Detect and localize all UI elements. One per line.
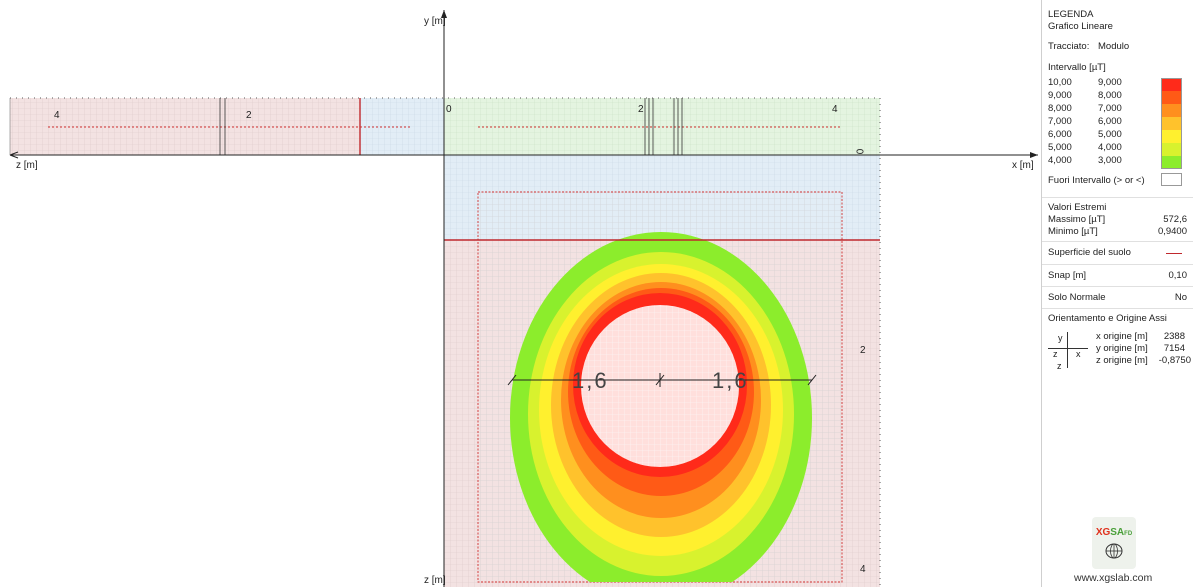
legend-subtitle: Grafico Lineare — [1048, 21, 1113, 32]
tick-label: 4 — [832, 104, 838, 115]
y-axis-arrow — [441, 10, 447, 18]
interval-hi: 6,000 — [1048, 129, 1072, 140]
interval-lo: 5,000 — [1098, 129, 1122, 140]
y-axis-label: y [m] — [424, 16, 446, 27]
z-origin-value: -0,8750 — [1158, 355, 1191, 366]
legend-panel: LEGENDA Grafico Lineare Tracciato: Modul… — [1041, 0, 1193, 587]
snap-label: Snap [m] — [1048, 270, 1087, 281]
zone-green-topright — [444, 98, 880, 155]
interval-swatch — [1161, 143, 1182, 156]
max-label: Massimo [µT] — [1048, 214, 1106, 225]
y-origin-value: 7154 — [1163, 343, 1185, 354]
snap-value: 0,10 — [1168, 270, 1188, 281]
interval-lo: 3,000 — [1098, 155, 1122, 166]
interval-swatch — [1161, 78, 1182, 91]
zone-blue-topleft — [360, 98, 444, 155]
tick-label: 4 — [860, 564, 866, 575]
max-value: 572,6 — [1163, 214, 1187, 225]
interval-hi: 9,000 — [1048, 90, 1072, 101]
interval-lo: 4,000 — [1098, 142, 1122, 153]
left-arrow — [9, 151, 19, 156]
tick-label: 0 — [855, 148, 867, 155]
interval-label: Intervallo [µT] — [1048, 62, 1106, 73]
interval-swatch — [1161, 117, 1182, 130]
interval-hi: 10,00 — [1048, 77, 1072, 88]
zone-pink-topleft — [10, 98, 360, 155]
interval-swatch — [1161, 130, 1182, 143]
interval-swatch — [1161, 91, 1182, 104]
globe-icon — [1105, 543, 1123, 559]
trace-label: Tracciato: — [1048, 41, 1090, 52]
interval-hi: 7,000 — [1048, 116, 1072, 127]
interval-lo: 7,000 — [1098, 103, 1122, 114]
interval-lo: 8,000 — [1098, 90, 1122, 101]
tick-label: 2 — [860, 345, 866, 356]
field-rings — [510, 232, 812, 582]
ground-label: Superficie del suolo — [1048, 247, 1131, 258]
website-link[interactable]: www.xgslab.com — [1074, 572, 1153, 584]
dimension-label-left: 1,6 — [572, 368, 609, 393]
orient-title: Orientamento e Origine Assi — [1048, 313, 1167, 324]
out-of-range-swatch — [1161, 173, 1182, 186]
z-axis-label-bottom: z [m] — [424, 575, 446, 586]
extremes-title: Valori Estremi — [1048, 202, 1107, 213]
x-origin-value: 2388 — [1163, 331, 1185, 342]
ground-swatch — [1166, 253, 1182, 254]
tick-label: 0 — [446, 104, 452, 115]
y-origin-label: y origine [m] — [1096, 343, 1148, 354]
min-value: 0,9400 — [1157, 226, 1187, 237]
interval-hi: 8,000 — [1048, 103, 1072, 114]
dimension-line — [507, 373, 817, 387]
out-of-range-label: Fuori Intervallo (> or <) — [1048, 175, 1145, 186]
x-axis-arrow — [1030, 152, 1038, 158]
x-axis-label: x [m] — [1012, 160, 1034, 171]
interval-swatch — [1161, 156, 1182, 169]
interval-hi: 5,000 — [1048, 142, 1072, 153]
normal-label: Solo Normale — [1048, 292, 1106, 303]
interval-lo: 6,000 — [1098, 116, 1122, 127]
xgslab-logo[interactable]: XGSAFD — [1092, 517, 1136, 569]
interval-swatch — [1161, 104, 1182, 117]
left-arrow — [9, 154, 19, 159]
mini-axes-icon: y z x z — [1046, 328, 1092, 371]
tick-label: 2 — [246, 110, 252, 121]
plot-canvas[interactable] — [0, 0, 1040, 587]
min-label: Minimo [µT] — [1048, 226, 1098, 237]
x-origin-label: x origine [m] — [1096, 331, 1148, 342]
z-axis-label-left: z [m] — [16, 160, 38, 171]
interval-lo: 9,000 — [1098, 77, 1122, 88]
dimension-label-right: 1,6 — [712, 368, 749, 393]
tick-label: 4 — [54, 110, 60, 121]
normal-value: No — [1174, 292, 1187, 303]
interval-hi: 4,000 — [1048, 155, 1072, 166]
trace-value: Modulo — [1098, 41, 1130, 52]
tick-label: 2 — [638, 104, 644, 115]
z-origin-label: z origine [m] — [1096, 355, 1148, 366]
legend-title: LEGENDA — [1048, 9, 1094, 20]
